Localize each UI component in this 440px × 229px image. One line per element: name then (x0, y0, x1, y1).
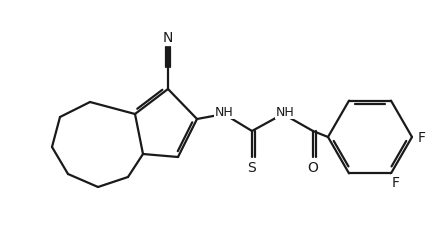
Text: N: N (163, 31, 173, 45)
Text: S: S (248, 160, 257, 174)
Text: NH: NH (275, 106, 294, 119)
Text: F: F (418, 131, 426, 144)
Text: O: O (308, 160, 319, 174)
Text: NH: NH (215, 106, 233, 119)
Text: F: F (392, 175, 400, 189)
